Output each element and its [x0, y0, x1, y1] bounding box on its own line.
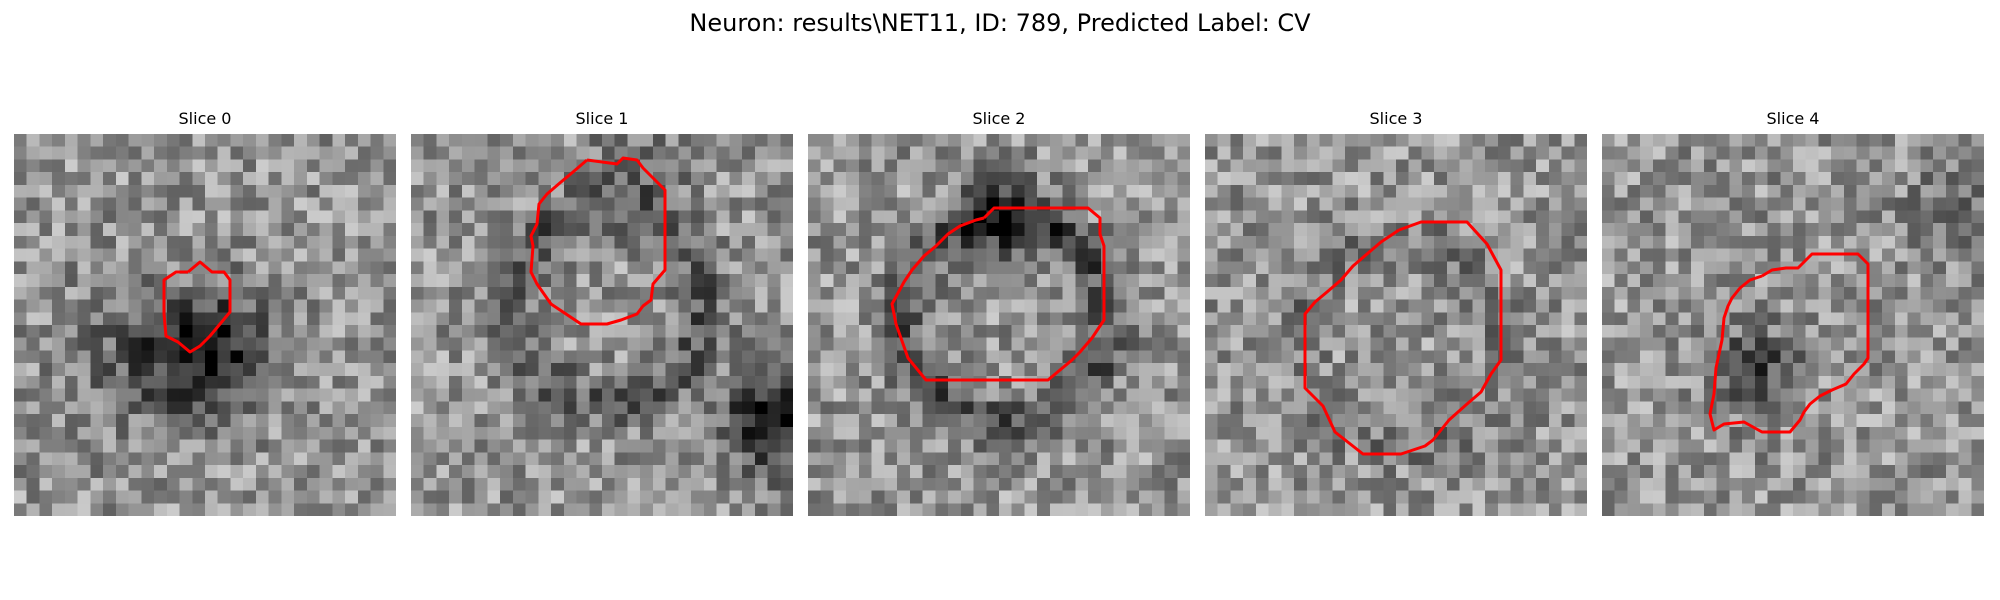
slice-image: [14, 134, 396, 516]
slice-title: Slice 0: [178, 109, 232, 128]
slice-panel-3: Slice 3: [1205, 108, 1587, 516]
slice-title: Slice 3: [1369, 109, 1423, 128]
figure-title: Neuron: results\NET11, ID: 789, Predicte…: [689, 9, 1311, 37]
slice-image: [1205, 134, 1587, 516]
slice-title: Slice 2: [972, 109, 1026, 128]
slice-pixels: [14, 134, 396, 516]
roi-contour: [1708, 252, 1870, 434]
slice-title: Slice 4: [1766, 109, 1820, 128]
slice-image: [411, 134, 793, 516]
slice-panel-2: Slice 2: [808, 108, 1190, 516]
slice-image: [808, 134, 1190, 516]
slice-image: [1602, 134, 1984, 516]
slice-panel-4: Slice 4: [1602, 108, 1984, 516]
roi-contour: [162, 260, 232, 354]
roi-contour: [529, 156, 667, 326]
slice-pixels: [1205, 134, 1587, 516]
roi-contour: [1303, 220, 1503, 456]
slice-panel-1: Slice 1: [411, 108, 793, 516]
slice-pixels: [1602, 134, 1984, 516]
roi-contour: [890, 206, 1106, 382]
slice-title: Slice 1: [575, 109, 629, 128]
slice-pixels: [808, 134, 1190, 516]
slice-panel-0: Slice 0: [14, 108, 396, 516]
